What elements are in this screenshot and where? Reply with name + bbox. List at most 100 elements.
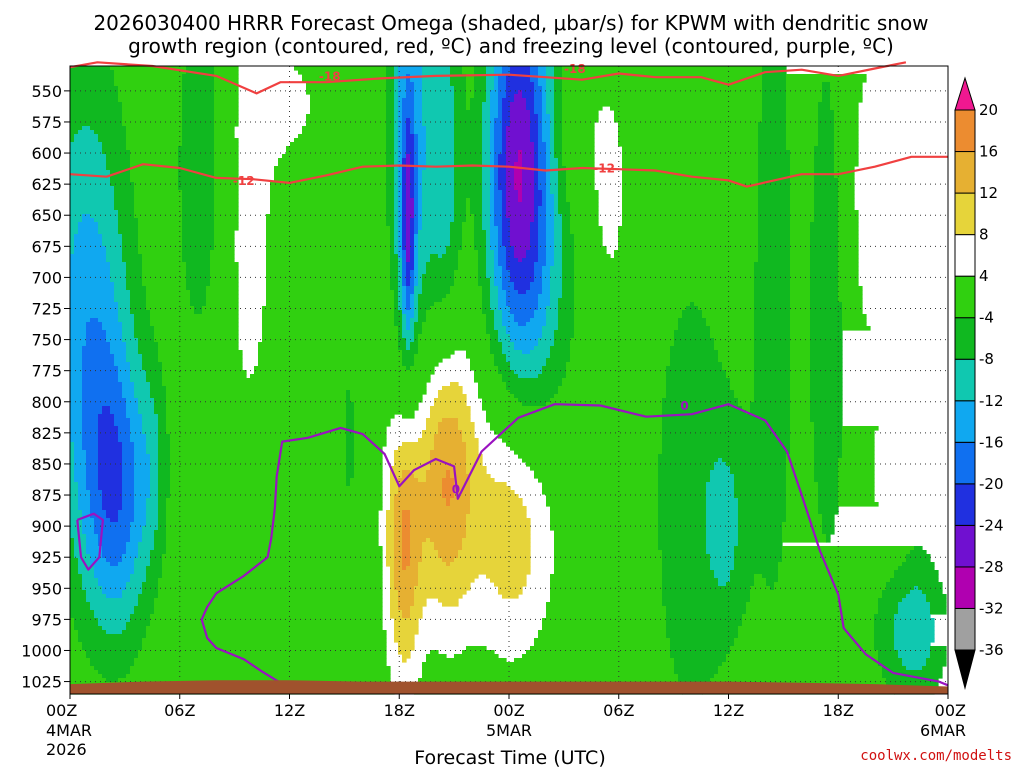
omega-cell — [350, 482, 383, 487]
omega-cell — [214, 154, 239, 159]
omega-cell — [542, 490, 659, 495]
omega-cell — [550, 270, 563, 275]
omega-cell — [690, 302, 695, 307]
omega-cell — [894, 622, 935, 627]
omega-cell — [162, 370, 247, 375]
omega-cell — [842, 426, 879, 431]
omega-cell — [386, 538, 395, 543]
omega-cell — [126, 130, 183, 135]
omega-cell — [82, 394, 123, 399]
omega-cell — [158, 502, 167, 507]
omega-cell — [406, 346, 411, 351]
omega-cell — [70, 202, 115, 207]
omega-cell — [838, 258, 859, 263]
omega-cell — [930, 646, 947, 651]
omega-cell — [214, 166, 239, 171]
omega-cell — [502, 594, 519, 599]
omega-cell — [90, 602, 139, 607]
colorbar-band — [954, 358, 976, 402]
omega-cell — [354, 446, 383, 451]
omega-cell — [530, 466, 659, 471]
omega-cell — [414, 310, 419, 315]
omega-cell — [90, 502, 103, 507]
omega-cell — [138, 598, 155, 603]
omega-cell — [154, 330, 239, 335]
omega-cell — [558, 174, 567, 179]
omega-cell — [406, 158, 411, 163]
omega-cell — [754, 370, 791, 375]
omega-cell — [134, 482, 151, 487]
omega-cell — [514, 178, 523, 183]
omega-cell — [418, 154, 427, 159]
omega-cell — [82, 522, 95, 527]
omega-cell — [562, 266, 575, 271]
omega-cell — [394, 530, 403, 535]
omega-cell — [822, 90, 831, 95]
omega-cell — [402, 210, 407, 215]
omega-cell — [210, 278, 239, 283]
omega-cell — [110, 406, 127, 411]
omega-cell — [146, 450, 159, 455]
omega-cell — [522, 90, 535, 95]
omega-cell — [102, 590, 123, 595]
omega-cell — [434, 442, 467, 447]
omega-cell — [418, 318, 427, 323]
omega-cell — [498, 298, 507, 303]
omega-cell — [406, 294, 411, 299]
omega-cell — [454, 190, 483, 195]
omega-cell — [754, 326, 791, 331]
omega-cell — [386, 94, 395, 99]
omega-cell — [510, 70, 531, 75]
omega-cell — [122, 326, 135, 331]
omega-cell — [402, 126, 407, 131]
omega-cell — [810, 258, 839, 263]
omega-cell — [462, 66, 475, 71]
omega-cell — [786, 146, 815, 151]
omega-cell — [154, 598, 383, 603]
omega-cell — [486, 250, 495, 255]
omega-cell — [494, 206, 503, 211]
omega-cell — [558, 158, 563, 163]
omega-cell — [402, 302, 407, 307]
omega-cell — [910, 590, 923, 595]
omega-cell — [390, 490, 399, 495]
omega-cell — [754, 362, 791, 367]
omega-cell — [386, 114, 395, 119]
y-tick-label: 825 — [31, 424, 62, 443]
omega-cell — [838, 266, 859, 271]
omega-cell — [390, 610, 403, 615]
omega-cell — [422, 98, 455, 103]
omega-cell — [82, 574, 95, 579]
omega-cell — [410, 614, 423, 619]
omega-cell — [394, 206, 399, 211]
omega-cell — [394, 90, 399, 95]
omega-cell — [70, 74, 115, 79]
omega-cell — [122, 454, 135, 459]
omega-cell — [262, 326, 399, 331]
omega-cell — [498, 246, 507, 251]
omega-cell — [394, 570, 419, 575]
omega-cell — [786, 126, 819, 131]
omega-cell — [94, 614, 131, 619]
omega-cell — [506, 262, 535, 267]
omega-cell — [134, 502, 147, 507]
omega-cell — [74, 478, 87, 483]
omega-cell — [346, 406, 355, 411]
omega-cell — [546, 254, 555, 259]
omega-cell — [558, 390, 667, 395]
omega-cell — [762, 106, 787, 111]
omega-cell — [790, 262, 811, 267]
omega-cell — [906, 558, 931, 563]
omega-cell — [82, 386, 123, 391]
omega-cell — [410, 302, 415, 307]
omega-cell — [822, 526, 835, 531]
omega-cell — [426, 166, 455, 171]
omega-cell — [730, 386, 755, 391]
omega-cell — [818, 142, 835, 147]
omega-cell — [470, 482, 507, 487]
omega-cell — [406, 306, 411, 311]
omega-cell — [426, 426, 439, 431]
omega-cell — [530, 234, 539, 239]
omega-cell — [554, 330, 575, 335]
omega-cell — [482, 302, 491, 307]
